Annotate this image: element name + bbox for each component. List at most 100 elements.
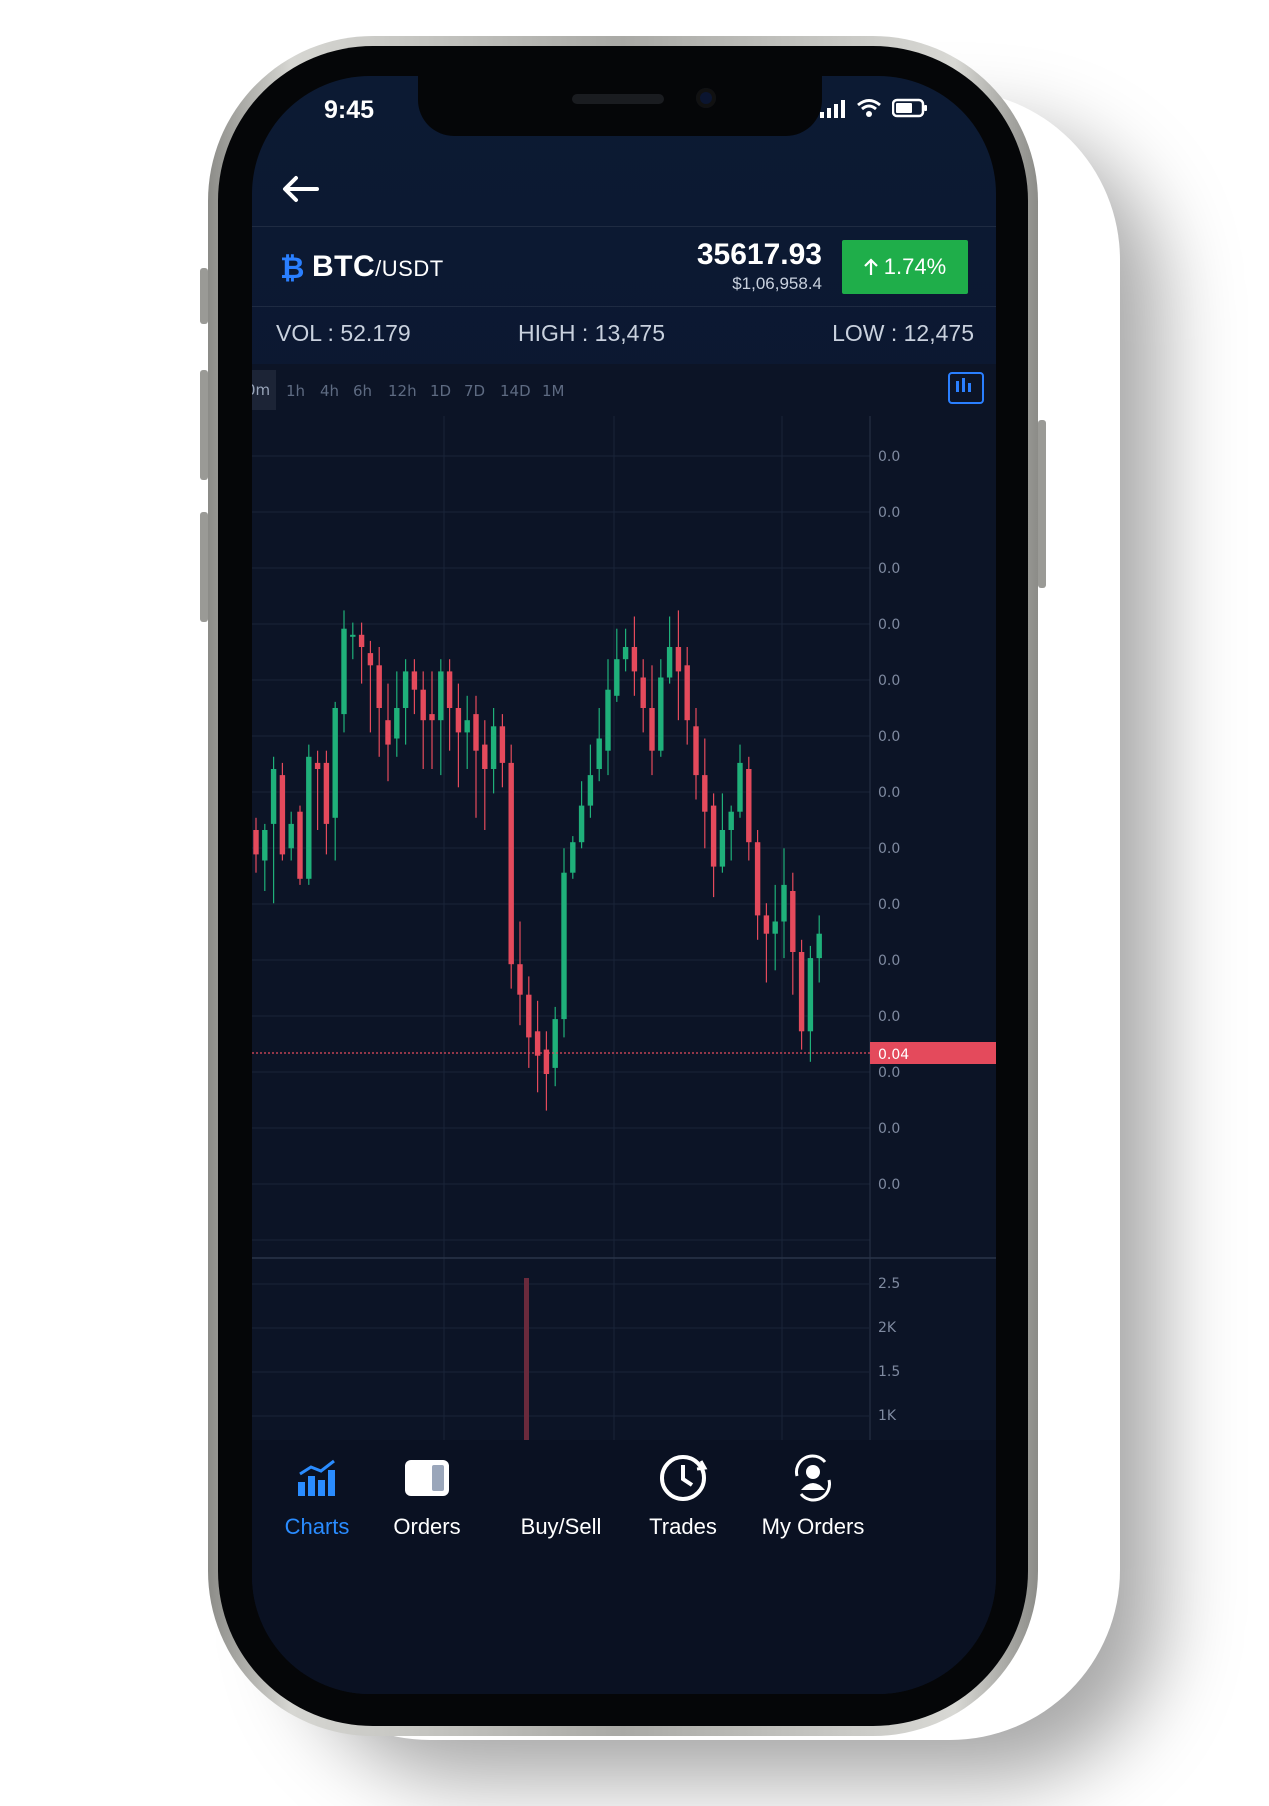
candle-body: [728, 811, 734, 830]
last-price: 35617.93: [696, 238, 822, 271]
candle-body: [816, 933, 822, 959]
my-orders-icon: [795, 1454, 831, 1502]
candle-body: [438, 671, 444, 721]
nav-buy-sell-label: Buy/Sell: [520, 1514, 602, 1539]
candle-body: [411, 671, 418, 690]
price-tick-label: 0.0: [878, 449, 900, 465]
price-tick-label: 0.0: [878, 1121, 900, 1137]
candle-body: [376, 665, 382, 708]
candle-body: [719, 830, 726, 867]
nav-buy-sell[interactable]: Buy/Sell: [496, 1452, 626, 1540]
candle-body: [402, 671, 409, 708]
nav-orders-label: Orders: [393, 1514, 461, 1539]
candle-body: [561, 872, 567, 1020]
candle-body: [763, 915, 770, 934]
tf-14d[interactable]: 14D: [500, 382, 531, 400]
price-tick-label: 0.0: [878, 841, 900, 857]
wifi-icon: [857, 99, 881, 117]
candle-body: [341, 628, 347, 715]
candle-body: [262, 830, 268, 861]
nav-my-orders[interactable]: My Orders: [738, 1452, 888, 1540]
tf-6h[interactable]: 6h: [353, 382, 373, 400]
timeframe-bar: 0m 1h 4h 6h 12h 1D 7D 14D 1M: [252, 364, 996, 416]
candle-body: [684, 665, 690, 721]
orders-icon: [405, 1460, 449, 1496]
candle-body: [614, 659, 620, 696]
volume-tick-label: 1K: [878, 1408, 897, 1424]
nav-orders[interactable]: Orders: [362, 1452, 492, 1540]
price-tick-label: 0.0: [878, 505, 900, 521]
status-time: 9:45: [324, 96, 375, 124]
volume-bar: [524, 1278, 529, 1444]
candle-body: [482, 744, 488, 769]
nav-my-orders-label: My Orders: [761, 1514, 865, 1539]
candle-body: [367, 653, 374, 666]
candle-body: [350, 634, 356, 637]
price-tick-label: 0.0: [878, 1009, 900, 1025]
tf-1d[interactable]: 1D: [430, 382, 452, 400]
candle-body: [543, 1049, 550, 1074]
candle-body: [473, 714, 479, 751]
pair-quote: USDT: [381, 256, 444, 281]
candle-body: [702, 775, 708, 812]
power-button: [1038, 420, 1046, 588]
tf-12h[interactable]: 12h: [388, 382, 417, 400]
candle-body: [394, 708, 400, 739]
stat-high: HIGH : 13,475: [518, 320, 666, 346]
candle-body: [596, 738, 602, 769]
candle-body: [279, 775, 286, 855]
candle-body: [508, 762, 514, 965]
candle-body: [270, 769, 277, 824]
candle-body: [323, 762, 330, 824]
price-usd: $1,06,958.4: [732, 274, 822, 293]
tf-7d[interactable]: 7D: [464, 382, 486, 400]
speaker: [572, 94, 664, 104]
candle-body: [631, 647, 638, 672]
price-axis: 0.0 0.0 0.0 0.0 0.0 0.0 0.0 0.0 0.0 0.0 0.0 0.0 0.0 0…: [878, 449, 900, 1424]
candle-body: [658, 677, 664, 751]
chart-type-icon[interactable]: [948, 372, 984, 404]
battery-icon: [892, 98, 927, 118]
candle-body: [693, 726, 699, 776]
candle-body: [534, 1031, 541, 1056]
tf-1m[interactable]: 1M: [542, 382, 565, 400]
candle-body: [578, 805, 585, 843]
candle-body: [798, 952, 805, 1032]
pair-name[interactable]: BTC/USDT: [312, 250, 444, 284]
trades-clock-icon: [660, 1455, 708, 1501]
candle-body: [420, 689, 426, 721]
candle-body: [790, 891, 796, 952]
candle-body: [464, 720, 470, 733]
tf-1h[interactable]: 1h: [286, 382, 306, 400]
tf-4h[interactable]: 4h: [320, 382, 340, 400]
volume-tick-label: 1.5: [878, 1364, 900, 1380]
nav-trades[interactable]: Trades: [618, 1452, 748, 1540]
candle-body: [429, 714, 435, 721]
notch: [418, 76, 822, 136]
volume-tick-label: 2K: [878, 1320, 897, 1336]
candle-body: [710, 805, 717, 867]
pair-separator: /: [375, 256, 382, 281]
bitcoin-icon: ₿: [280, 252, 305, 285]
candlestick-chart[interactable]: 0.04 0.00.00.00.00.00.00.00.00.00.00.00.…: [252, 416, 996, 1444]
pair-base: BTC: [312, 250, 376, 283]
back-arrow-icon[interactable]: [280, 174, 320, 204]
candle-body: [517, 964, 523, 995]
candle-body: [297, 811, 303, 879]
volume-down-button: [200, 512, 208, 622]
nav-charts[interactable]: Charts: [252, 1452, 382, 1540]
price-tick-label: 0.0: [878, 897, 900, 913]
stat-low: LOW : 12,475: [832, 320, 974, 346]
price-tick-label: 0.0: [878, 617, 900, 633]
tf-0m[interactable]: 0m: [252, 370, 277, 410]
candle-body: [490, 726, 497, 769]
candle-body: [746, 769, 752, 843]
chart-area[interactable]: 0m 1h 4h 6h 12h 1D 7D 14D 1M 0.04 0.00.0…: [252, 364, 996, 1444]
candle-body: [385, 720, 391, 745]
nav-charts-label: Charts: [284, 1514, 350, 1539]
candle-body: [781, 884, 787, 922]
signal-icon: [820, 100, 845, 118]
candle-body: [455, 708, 462, 733]
volume-up-button: [200, 370, 208, 480]
stat-volume: VOL : 52.179: [276, 320, 411, 346]
